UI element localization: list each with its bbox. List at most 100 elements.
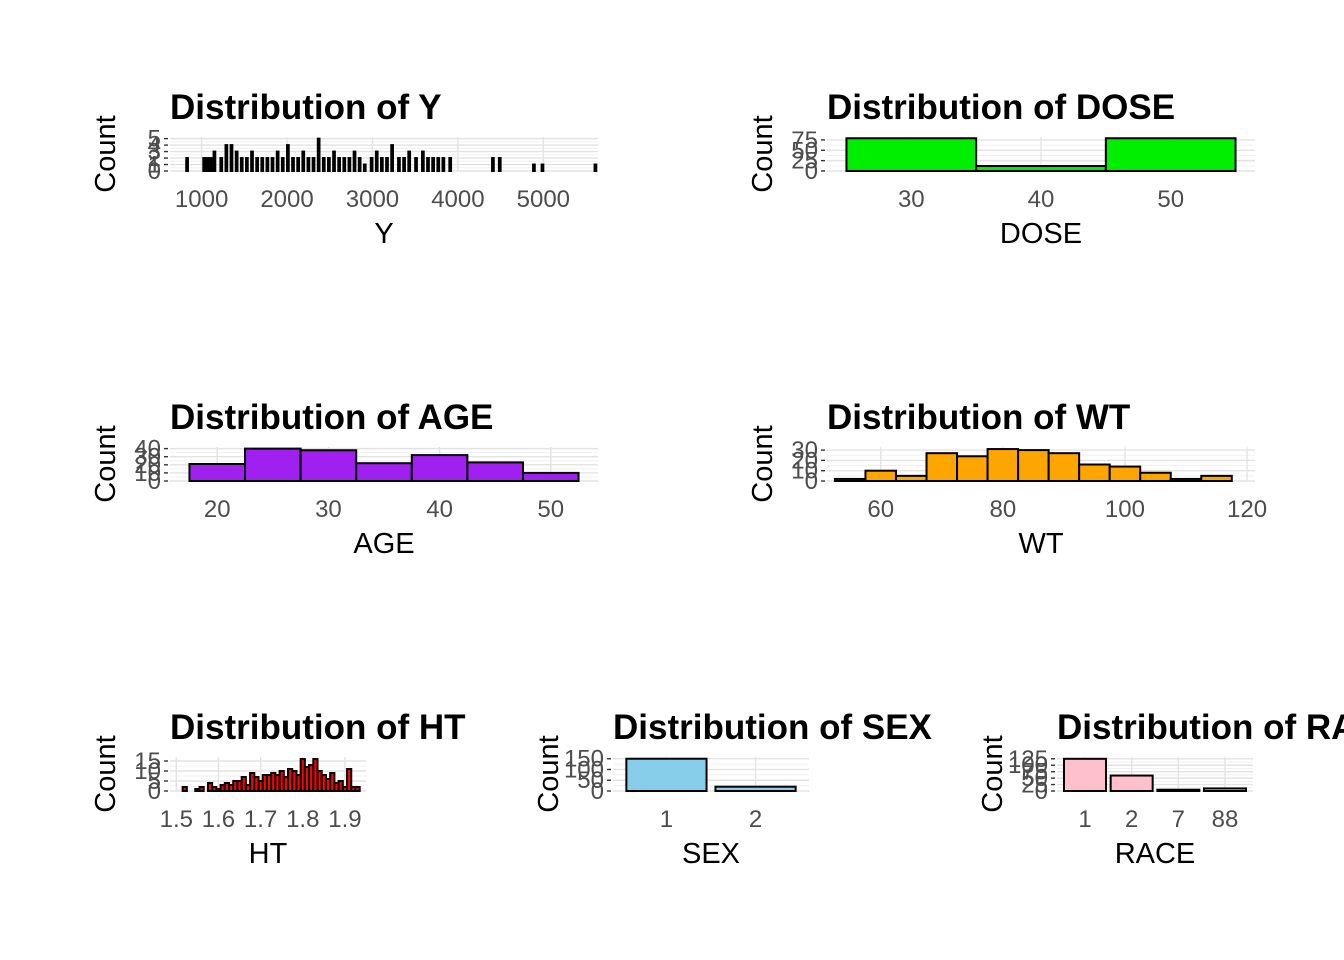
histogram-bar: [286, 144, 290, 173]
histogram-bar: [212, 150, 217, 172]
y-tick-label: 2: [148, 145, 161, 172]
x-axis-title: Y: [374, 218, 393, 250]
y-tick-label: 75: [791, 127, 818, 154]
histogram-bar: [714, 785, 797, 793]
chart-title: Distribution of HT: [170, 708, 466, 747]
histogram-bar: [374, 150, 379, 172]
histogram-bar: [436, 157, 441, 173]
histogram-bar: [540, 163, 545, 172]
histogram-bar: [532, 163, 536, 172]
x-axis-title: HT: [249, 838, 288, 870]
y-axis-title: Count: [977, 735, 1009, 812]
x-axis-title: WT: [1018, 528, 1063, 560]
x-tick-label: 2000: [260, 186, 313, 213]
y-tick-label: 1: [148, 152, 161, 179]
chart-title: Distribution of SEX: [613, 708, 933, 747]
y-tick-label: 0: [805, 468, 818, 495]
y-tick-label: 25: [1021, 772, 1048, 799]
histogram-bar: [280, 157, 285, 173]
histogram-bar: [410, 454, 469, 483]
histogram-bar: [357, 157, 362, 173]
x-tick-label: 1.6: [202, 806, 235, 833]
x-tick-label: 2: [749, 806, 762, 833]
x-tick-label: 1.7: [244, 806, 277, 833]
y-tick-label: 0: [805, 158, 818, 185]
histogram-bar: [209, 157, 213, 173]
histogram-bar: [260, 157, 265, 173]
x-tick-label: 2: [1125, 806, 1138, 833]
histogram-bar: [188, 463, 247, 482]
histogram-bar: [270, 157, 275, 173]
y-axis-title: Count: [90, 425, 122, 502]
histogram-bar: [1156, 788, 1201, 792]
x-tick-label: 1.9: [328, 806, 361, 833]
histogram-bar: [975, 165, 1107, 172]
histogram-bar: [1108, 465, 1142, 482]
chart-title: Distribution of Y: [170, 88, 442, 127]
histogram-bar: [497, 157, 502, 173]
x-axis-title: SEX: [682, 838, 740, 870]
histogram-bar: [894, 474, 928, 482]
histogram-bar: [1078, 463, 1111, 482]
histogram-bar: [250, 150, 254, 172]
histogram-bar: [426, 157, 430, 173]
y-tick-label: 30: [791, 437, 818, 464]
histogram-bar: [352, 150, 357, 172]
histogram-bar: [205, 157, 210, 173]
y-tick-label: 100: [1008, 752, 1048, 779]
y-tick-label: 0: [148, 468, 161, 495]
x-tick-label: 80: [989, 496, 1016, 523]
histogram-bar: [299, 449, 358, 483]
histogram-bar: [402, 157, 406, 173]
histogram-bar: [321, 157, 326, 173]
histogram-bar: [311, 157, 316, 173]
y-tick-label: 50: [1021, 765, 1048, 792]
y-tick-label: 5: [148, 768, 161, 795]
histogram-bar: [956, 455, 989, 483]
y-tick-label: 30: [134, 444, 161, 471]
y-tick-label: 75: [1021, 759, 1048, 786]
histogram-bar: [245, 157, 249, 173]
y-tick-label: 50: [577, 767, 604, 794]
x-tick-label: 60: [867, 496, 894, 523]
x-tick-label: 1.8: [286, 806, 319, 833]
histogram-bar: [219, 157, 224, 173]
histogram-bar: [255, 157, 259, 173]
chart-title: Distribution of WT: [827, 398, 1130, 437]
histogram-bar: [337, 157, 342, 173]
histogram-bar: [390, 144, 394, 173]
histogram-bar: [593, 163, 598, 172]
histogram-bar: [448, 157, 453, 173]
histogram-bar: [1063, 757, 1107, 793]
x-axis-title: AGE: [353, 528, 414, 560]
histogram-bar: [845, 137, 978, 172]
histogram-bar: [397, 157, 401, 173]
histogram-bar: [441, 157, 446, 173]
histogram-bar: [185, 157, 189, 173]
histogram-bar: [296, 157, 300, 173]
histogram-bar: [833, 477, 867, 482]
histogram-bar: [407, 150, 412, 172]
x-axis-title: RACE: [1115, 838, 1196, 870]
x-tick-label: 50: [1157, 186, 1184, 213]
histogram-bar: [1203, 787, 1247, 793]
histogram-bar: [491, 157, 495, 173]
histogram-bar: [291, 157, 295, 173]
y-axis-title: Count: [90, 115, 122, 192]
histogram-bar: [986, 448, 1020, 483]
histogram-bar: [198, 786, 205, 792]
y-tick-label: 20: [134, 452, 161, 479]
y-tick-label: 0: [591, 778, 604, 805]
x-tick-label: 40: [1028, 186, 1055, 213]
y-axis-title: Count: [533, 735, 565, 812]
histogram-bar: [275, 150, 280, 172]
x-tick-label: 1: [1078, 806, 1091, 833]
x-tick-label: 40: [426, 496, 453, 523]
x-tick-label: 7: [1172, 806, 1185, 833]
